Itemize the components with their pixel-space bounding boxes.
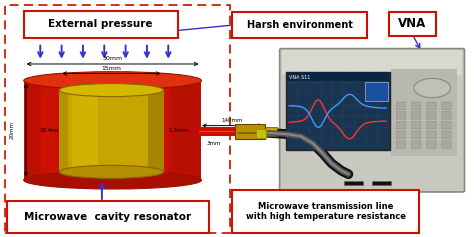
Bar: [24, 81, 201, 180]
Ellipse shape: [24, 171, 201, 189]
FancyBboxPatch shape: [396, 102, 406, 110]
Bar: [344, 181, 363, 185]
Text: 🔥: 🔥: [157, 199, 165, 212]
Text: 🔥: 🔥: [41, 199, 49, 212]
Bar: [72, 90, 98, 172]
Text: VNA: VNA: [398, 17, 427, 30]
Text: 1.3mm: 1.3mm: [168, 128, 188, 133]
FancyBboxPatch shape: [427, 112, 436, 119]
Bar: [287, 72, 389, 81]
FancyBboxPatch shape: [427, 102, 436, 110]
FancyBboxPatch shape: [442, 102, 451, 110]
Text: 20mm: 20mm: [9, 121, 14, 139]
Text: 3mm: 3mm: [206, 141, 221, 146]
Text: 15mm: 15mm: [101, 66, 121, 71]
Bar: [169, 81, 201, 180]
Bar: [391, 69, 457, 156]
Text: 18.4mm: 18.4mm: [39, 128, 63, 133]
Bar: [238, 132, 262, 134]
FancyBboxPatch shape: [396, 112, 406, 119]
FancyBboxPatch shape: [280, 49, 465, 192]
Bar: [282, 50, 462, 75]
Text: Microwave  cavity resonator: Microwave cavity resonator: [24, 212, 191, 223]
FancyBboxPatch shape: [427, 141, 436, 148]
Ellipse shape: [24, 72, 201, 90]
FancyBboxPatch shape: [411, 131, 421, 139]
FancyBboxPatch shape: [24, 11, 178, 38]
FancyBboxPatch shape: [411, 121, 421, 129]
Text: 30mm: 30mm: [102, 56, 122, 61]
Bar: [372, 181, 391, 185]
Bar: [148, 90, 164, 172]
Bar: [365, 82, 388, 101]
Text: 140mm: 140mm: [221, 118, 243, 123]
FancyBboxPatch shape: [396, 121, 406, 129]
FancyBboxPatch shape: [411, 141, 421, 148]
Text: External pressure: External pressure: [48, 19, 153, 29]
Bar: [256, 129, 266, 138]
Bar: [24, 81, 42, 180]
Bar: [235, 124, 265, 139]
Text: VNA S11: VNA S11: [289, 74, 310, 80]
FancyBboxPatch shape: [396, 141, 406, 148]
FancyBboxPatch shape: [411, 102, 421, 110]
FancyBboxPatch shape: [232, 190, 419, 233]
Ellipse shape: [59, 165, 164, 178]
Bar: [199, 131, 275, 132]
FancyBboxPatch shape: [232, 12, 367, 38]
Bar: [59, 90, 164, 172]
Ellipse shape: [414, 78, 450, 98]
Ellipse shape: [59, 84, 164, 97]
FancyBboxPatch shape: [442, 131, 451, 139]
FancyBboxPatch shape: [442, 112, 451, 119]
FancyBboxPatch shape: [427, 131, 436, 139]
Bar: [265, 127, 277, 136]
FancyBboxPatch shape: [389, 12, 436, 36]
Bar: [59, 90, 68, 172]
FancyBboxPatch shape: [7, 201, 209, 233]
FancyBboxPatch shape: [442, 121, 451, 129]
Text: Harsh environment: Harsh environment: [247, 20, 353, 30]
Text: 🔥: 🔥: [98, 199, 106, 212]
FancyBboxPatch shape: [427, 121, 436, 129]
Bar: [199, 127, 242, 136]
FancyBboxPatch shape: [442, 141, 451, 148]
Text: Microwave transmission line
with high temperature resistance: Microwave transmission line with high te…: [246, 202, 406, 221]
FancyBboxPatch shape: [286, 72, 390, 150]
FancyBboxPatch shape: [411, 112, 421, 119]
FancyBboxPatch shape: [396, 131, 406, 139]
